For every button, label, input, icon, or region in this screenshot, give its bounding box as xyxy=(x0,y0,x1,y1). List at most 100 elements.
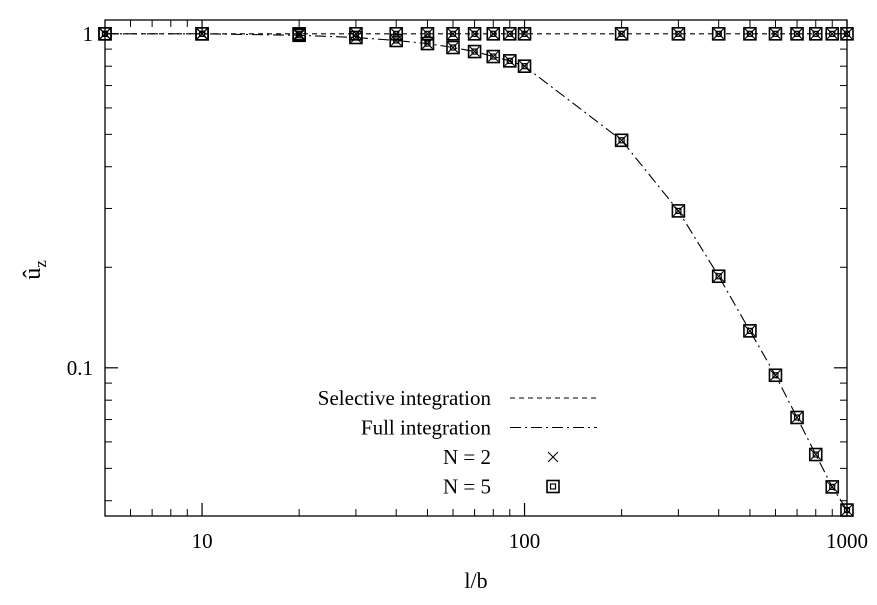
cross-marker xyxy=(826,481,838,493)
markers xyxy=(98,27,854,517)
square-marker-outer xyxy=(98,27,112,41)
cross-marker xyxy=(519,60,530,72)
square-marker xyxy=(195,27,209,41)
square-marker-inner xyxy=(715,273,722,280)
cross-marker-stroke xyxy=(504,28,516,40)
cross-marker-stroke xyxy=(504,55,516,67)
major-ticks xyxy=(105,20,848,516)
cross-marker-stroke xyxy=(673,205,684,217)
cross-marker xyxy=(350,32,362,43)
square-marker-inner xyxy=(101,30,109,37)
square-marker xyxy=(486,27,501,41)
minor-ticks xyxy=(105,20,847,516)
cross-marker xyxy=(713,28,725,40)
square-marker-outer xyxy=(743,27,757,41)
cross-marker xyxy=(519,28,530,40)
square-marker xyxy=(825,480,840,494)
cross-marker xyxy=(841,504,853,516)
square-marker-outer xyxy=(546,479,560,494)
square-marker-inner xyxy=(843,30,851,37)
square-marker xyxy=(446,40,460,55)
y-tick-label: 0.1 xyxy=(67,356,93,380)
cross-marker-stroke xyxy=(713,270,725,282)
square-marker xyxy=(808,27,823,41)
legend-label: Full integration xyxy=(361,416,492,440)
cross-marker-stroke xyxy=(841,504,853,516)
square-marker xyxy=(517,27,532,41)
square-marker-inner xyxy=(506,57,513,64)
cross-marker-stroke xyxy=(826,28,838,40)
cross-marker-stroke xyxy=(447,28,459,40)
cross-marker-stroke xyxy=(487,28,499,40)
y-axis-label-main: û xyxy=(20,268,46,280)
square-marker-outer xyxy=(467,27,482,41)
cross-marker-stroke xyxy=(519,60,530,72)
square-marker-inner xyxy=(793,30,801,37)
cross-marker-stroke xyxy=(616,28,627,40)
square-marker xyxy=(546,479,560,494)
square-marker xyxy=(790,410,804,425)
square-marker-inner xyxy=(772,372,779,379)
cross-marker-stroke xyxy=(744,28,756,40)
y-tick-label: 1 xyxy=(83,22,94,46)
square-marker xyxy=(420,36,435,51)
cross-marker-stroke xyxy=(810,449,822,460)
cross-marker xyxy=(770,369,781,381)
square-marker-inner xyxy=(424,40,431,47)
square-marker xyxy=(502,27,517,41)
svg-text:ûz: ûz xyxy=(20,260,50,280)
cross-marker xyxy=(196,28,208,40)
cross-marker-stroke xyxy=(616,134,627,146)
cross-marker-stroke xyxy=(293,28,305,40)
cross-marker-stroke xyxy=(469,28,480,40)
square-marker-inner xyxy=(449,30,457,37)
square-marker xyxy=(446,27,460,41)
square-marker-outer xyxy=(517,27,532,41)
square-marker xyxy=(790,27,804,41)
cross-marker-stroke xyxy=(810,28,822,40)
square-marker-inner xyxy=(296,32,303,39)
cross-marker xyxy=(487,28,499,40)
square-marker-outer xyxy=(808,27,823,41)
square-marker xyxy=(768,368,783,383)
square-marker-inner xyxy=(521,30,528,37)
square-marker-outer xyxy=(743,324,757,338)
square-marker xyxy=(840,503,854,517)
square-marker-outer xyxy=(768,368,783,383)
cross-marker xyxy=(350,28,362,40)
square-marker-outer xyxy=(195,27,209,41)
cross-marker-stroke xyxy=(744,325,756,337)
cross-marker-stroke xyxy=(350,32,362,43)
cross-marker xyxy=(826,28,838,40)
square-marker xyxy=(420,27,435,41)
square-marker-outer xyxy=(614,133,629,148)
square-marker-inner xyxy=(198,30,206,37)
square-marker-outer xyxy=(614,27,629,41)
square-marker-outer xyxy=(840,503,854,517)
square-marker xyxy=(711,269,726,284)
cross-marker xyxy=(547,451,559,463)
square-marker-outer xyxy=(768,27,783,41)
cross-marker-stroke xyxy=(447,42,459,53)
square-marker-inner xyxy=(471,48,478,55)
square-marker-outer xyxy=(446,27,460,41)
square-marker-inner xyxy=(352,34,360,41)
square-marker xyxy=(502,54,517,68)
square-marker-outer xyxy=(790,27,804,41)
cross-marker xyxy=(293,29,305,41)
square-marker-inner xyxy=(812,30,819,37)
square-marker xyxy=(517,59,532,73)
square-marker xyxy=(711,27,726,41)
square-marker-inner xyxy=(490,30,497,37)
x-axis-label: l/b xyxy=(464,568,487,593)
x-tick-label: 10 xyxy=(192,529,213,553)
square-marker-outer xyxy=(292,28,306,43)
legend-label: N = 2 xyxy=(443,445,491,469)
square-marker xyxy=(467,27,482,41)
square-marker-inner xyxy=(618,137,625,144)
cross-marker xyxy=(504,28,516,40)
legend: Selective integration Full integration N =… xyxy=(318,386,597,499)
square-marker xyxy=(808,447,823,462)
cross-marker xyxy=(447,28,459,40)
